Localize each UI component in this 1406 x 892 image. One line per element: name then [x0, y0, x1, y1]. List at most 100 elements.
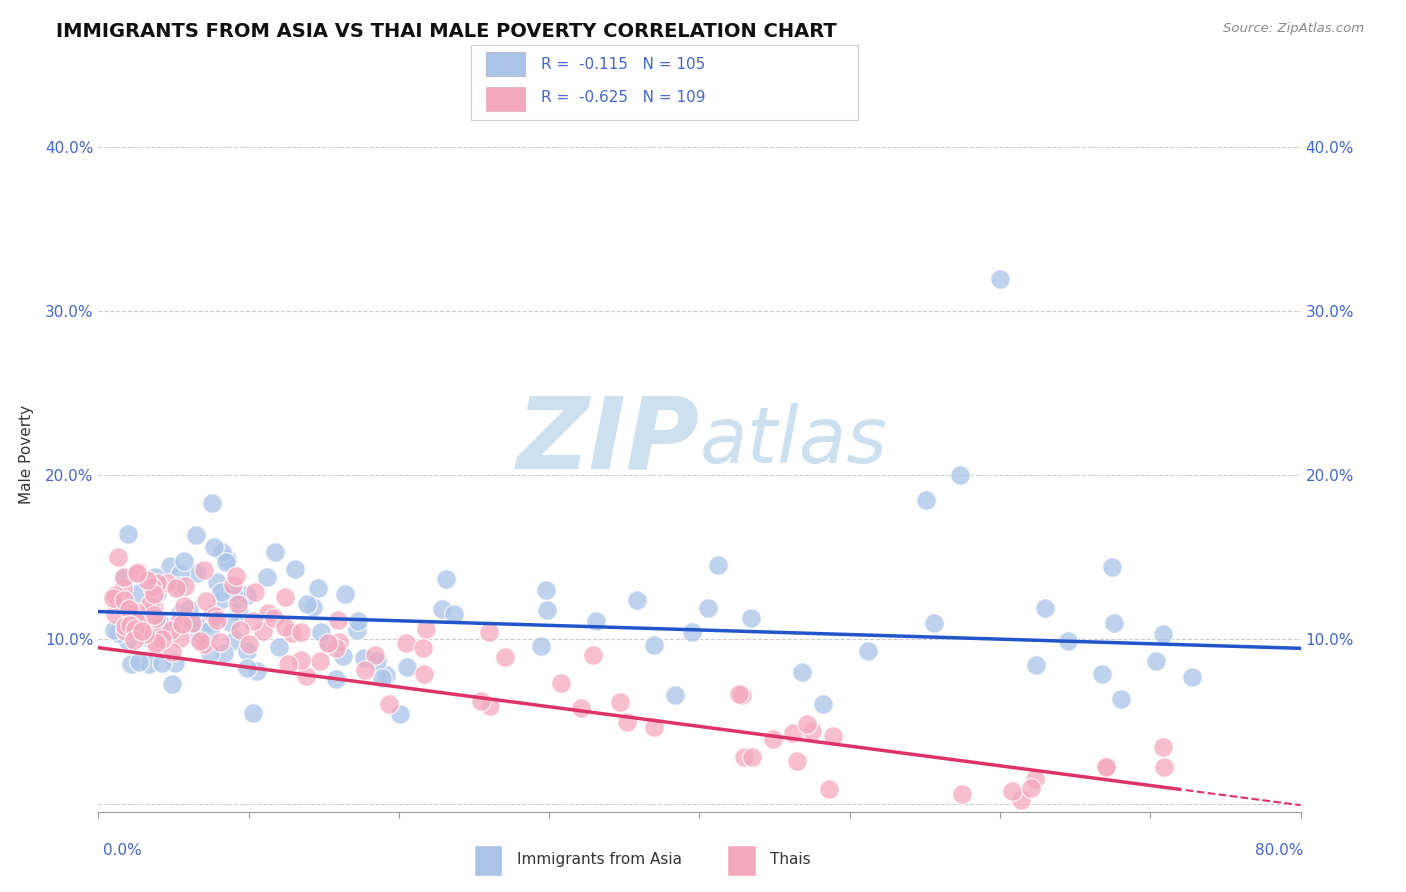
Bar — [474, 846, 502, 876]
Point — [786, 755, 808, 769]
Point — [201, 607, 224, 622]
Text: atlas: atlas — [700, 402, 887, 479]
Point — [326, 613, 349, 627]
Point — [413, 666, 436, 681]
Point — [273, 620, 295, 634]
Point — [800, 724, 823, 739]
Point — [308, 655, 330, 669]
Point — [104, 607, 127, 621]
Point — [536, 603, 558, 617]
Point — [146, 575, 169, 590]
Point — [1033, 600, 1056, 615]
Point — [856, 644, 879, 658]
Point — [1152, 740, 1174, 755]
Point — [316, 635, 339, 649]
Point — [346, 614, 368, 628]
Point — [135, 630, 157, 644]
Point — [225, 569, 247, 583]
Point — [186, 566, 208, 580]
Point — [609, 696, 631, 710]
Text: R =  -0.115   N = 105: R = -0.115 N = 105 — [541, 57, 704, 72]
Point — [643, 719, 665, 733]
Point — [273, 590, 295, 604]
Point — [228, 605, 250, 619]
Point — [122, 632, 145, 647]
Point — [308, 581, 330, 595]
Point — [169, 606, 191, 620]
Point — [160, 624, 183, 638]
Point — [129, 625, 152, 640]
Point — [193, 636, 215, 650]
Point — [290, 653, 312, 667]
Point — [173, 599, 195, 613]
Point — [211, 591, 233, 606]
Point — [243, 585, 266, 599]
Point — [207, 613, 229, 627]
Point — [150, 656, 173, 670]
Point — [145, 636, 167, 650]
Point — [186, 630, 208, 644]
Point — [582, 648, 605, 663]
Point — [162, 645, 184, 659]
Point — [212, 646, 235, 660]
Point — [1091, 667, 1114, 681]
Point — [346, 624, 368, 638]
Point — [115, 632, 138, 647]
Point — [479, 699, 502, 714]
Point — [1144, 654, 1167, 668]
Point — [117, 526, 139, 541]
Point — [236, 661, 259, 675]
Point — [256, 570, 278, 584]
Point — [143, 570, 166, 584]
Point — [1010, 792, 1032, 806]
Point — [325, 641, 347, 656]
Point — [626, 593, 648, 607]
Point — [145, 611, 167, 625]
Point — [395, 636, 418, 650]
Point — [950, 787, 973, 801]
Point — [222, 584, 245, 599]
Point — [415, 622, 437, 636]
Point — [222, 578, 245, 592]
Point — [354, 663, 377, 677]
Point — [914, 493, 936, 508]
Point — [179, 602, 201, 616]
Point — [169, 567, 191, 582]
Point — [180, 616, 202, 631]
Point — [681, 624, 703, 639]
Point — [818, 781, 841, 796]
Point — [120, 657, 142, 671]
Point — [104, 588, 127, 602]
Point — [796, 717, 818, 731]
Point — [228, 592, 250, 607]
Point — [494, 649, 516, 664]
Point — [1095, 760, 1118, 774]
Point — [128, 586, 150, 600]
Text: Source: ZipAtlas.com: Source: ZipAtlas.com — [1223, 22, 1364, 36]
Point — [728, 688, 751, 702]
Point — [1101, 559, 1123, 574]
Point — [138, 657, 160, 672]
Point — [790, 665, 813, 680]
Point — [1001, 784, 1024, 798]
Point — [112, 570, 135, 584]
Bar — [486, 87, 526, 112]
Point — [309, 624, 332, 639]
Point — [173, 553, 195, 567]
Point — [194, 594, 217, 608]
Point — [170, 617, 193, 632]
Point — [281, 626, 304, 640]
Point — [530, 640, 553, 654]
Point — [103, 623, 125, 637]
Point — [219, 615, 242, 629]
Point — [159, 558, 181, 573]
Point — [174, 579, 197, 593]
Point — [1180, 670, 1202, 684]
Point — [922, 616, 945, 631]
Bar — [486, 52, 526, 77]
Point — [252, 624, 274, 638]
Point — [193, 563, 215, 577]
Point — [264, 545, 287, 559]
Point — [134, 627, 156, 641]
Point — [616, 715, 638, 730]
